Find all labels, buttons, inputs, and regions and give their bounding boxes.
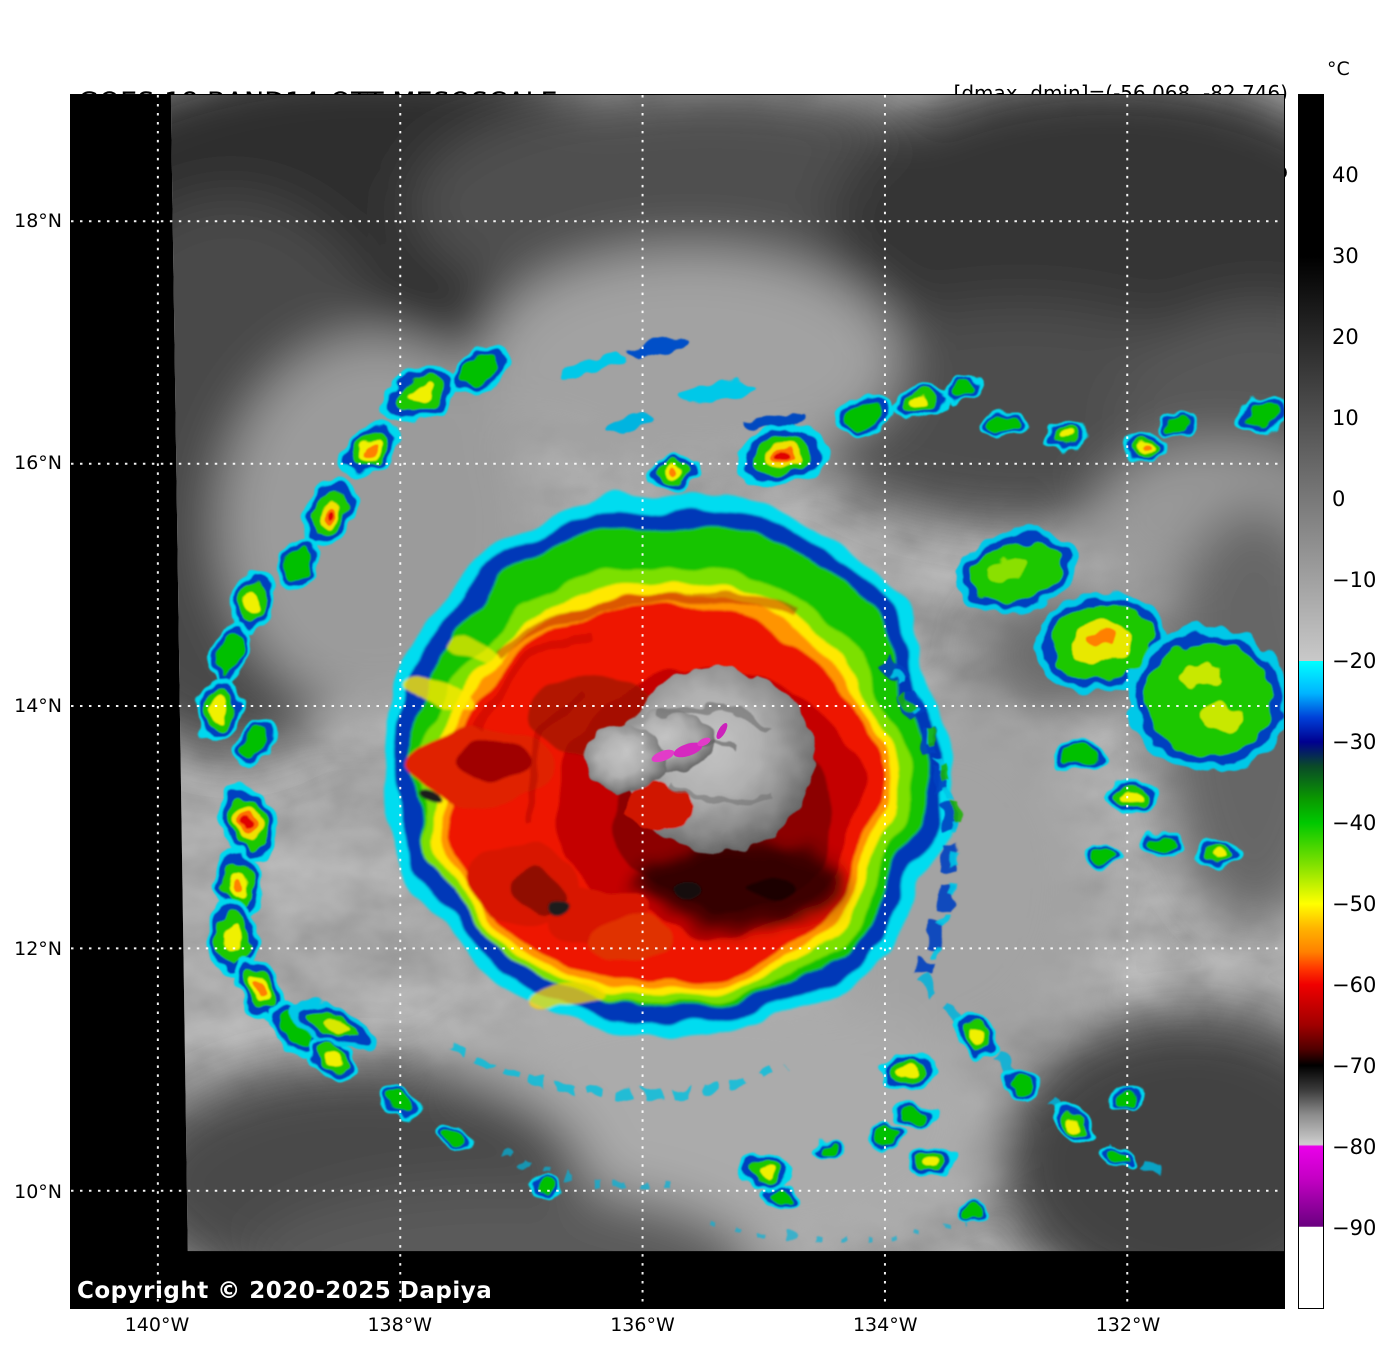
- convective-bands: [191, 336, 1284, 1241]
- colorbar-tick-label: −70: [1332, 1054, 1377, 1078]
- copyright-notice: Copyright © 2020-2025 Dapiya: [77, 1278, 493, 1304]
- lon-label: 136°W: [610, 1314, 675, 1336]
- colorbar-tick-label: −10: [1332, 568, 1377, 592]
- colorbar-tick-label: −80: [1332, 1135, 1377, 1159]
- colorbar-tick-label: −30: [1332, 730, 1377, 754]
- lat-label: 14°N: [14, 695, 62, 717]
- colorbar-tick-label: −50: [1332, 892, 1377, 916]
- colorbar-tick-label: −90: [1332, 1216, 1377, 1240]
- lon-label: 140°W: [124, 1314, 190, 1336]
- colorbar-tick-label: −60: [1332, 973, 1377, 997]
- eye-overshooting-tops: [651, 722, 728, 763]
- lon-label: 134°W: [852, 1314, 918, 1336]
- colorbar: [1298, 94, 1324, 1309]
- colorbar-tick-label: 20: [1332, 325, 1359, 349]
- colorbar-tick-label: −20: [1332, 649, 1377, 673]
- lon-label: 132°W: [1095, 1314, 1161, 1336]
- lon-label: 138°W: [367, 1314, 433, 1336]
- colorbar-unit-label: °C: [1327, 58, 1350, 80]
- hurricane-eye: [584, 667, 814, 853]
- lat-label: 10°N: [14, 1180, 62, 1203]
- satellite-map: [70, 94, 1285, 1309]
- colorbar-tick-label: −40: [1332, 811, 1377, 835]
- satellite-map-graphic: [71, 95, 1284, 1308]
- lat-label: 12°N: [14, 937, 62, 960]
- satellite-data-sector: [170, 95, 1284, 1252]
- colorbar-tick-label: 40: [1332, 163, 1359, 187]
- colorbar-tick-label: 30: [1332, 244, 1359, 268]
- colorbar-tick-label: 0: [1332, 487, 1346, 511]
- lat-label: 16°N: [14, 452, 62, 475]
- colorbar-tick-label: 10: [1332, 406, 1359, 430]
- lat-label: 18°N: [14, 209, 62, 232]
